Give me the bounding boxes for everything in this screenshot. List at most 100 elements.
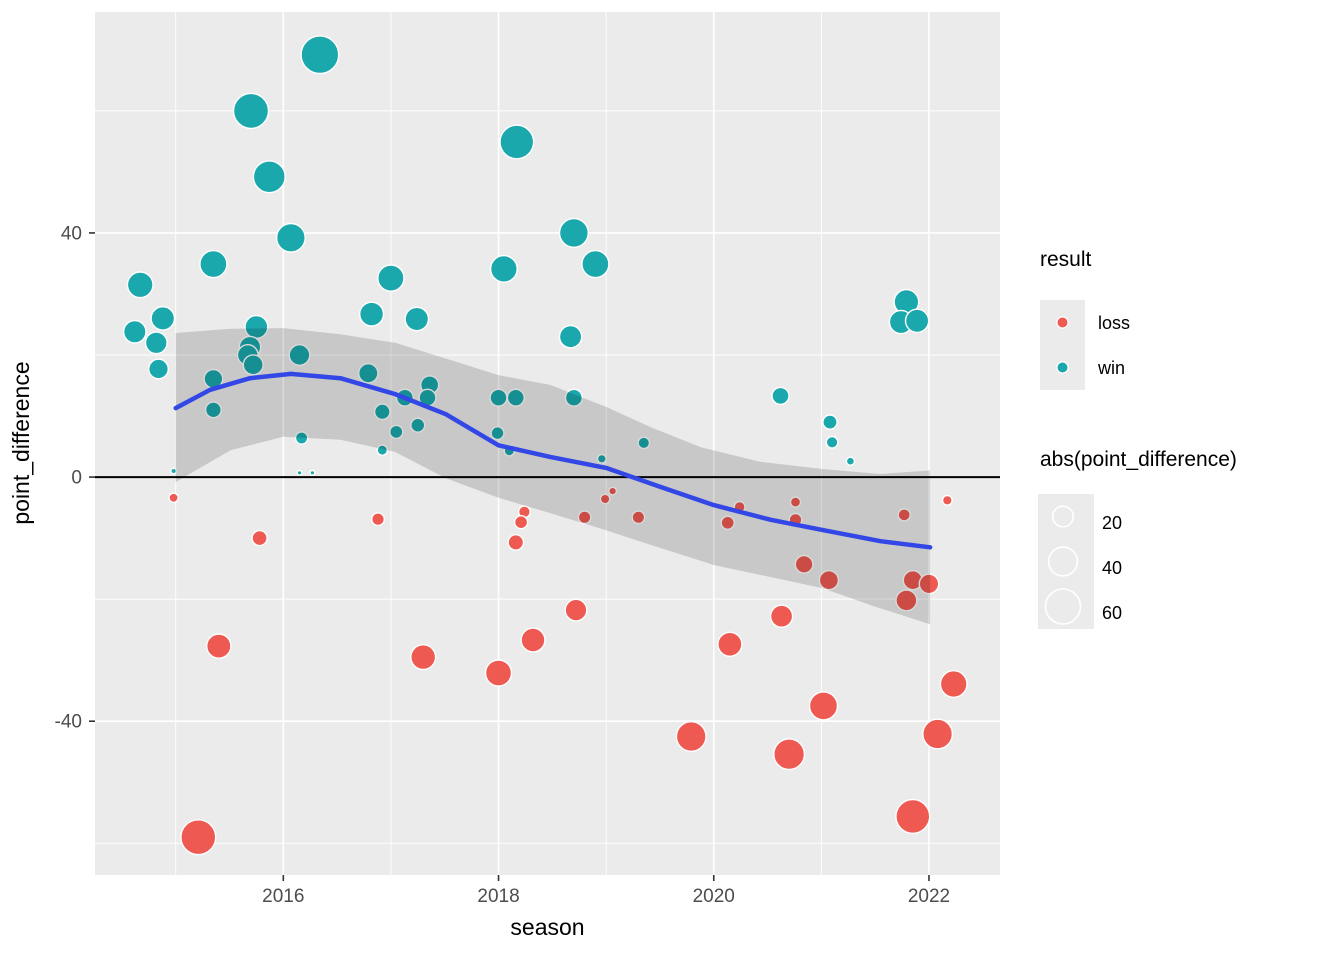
data-point-loss: [789, 496, 802, 508]
y-tick-label: 0: [71, 468, 82, 489]
data-point-win: [377, 264, 405, 292]
panel-background: [95, 12, 1000, 875]
data-point-win: [170, 467, 178, 475]
x-tick-label: 2018: [477, 886, 519, 907]
data-point-win: [275, 222, 306, 253]
data-point-win: [490, 426, 505, 441]
legend-label-win: win: [1098, 358, 1126, 378]
data-point-loss: [577, 510, 592, 525]
data-point-win: [122, 319, 147, 344]
data-point-win: [410, 417, 426, 433]
data-point-win: [232, 92, 270, 130]
data-point-loss: [675, 721, 707, 753]
data-point-win: [252, 160, 286, 194]
data-point-win: [771, 386, 790, 406]
data-point-loss: [918, 573, 940, 595]
data-point-loss: [808, 691, 839, 721]
data-point-win: [489, 254, 518, 283]
data-point-win: [296, 469, 303, 476]
data-point-win: [845, 456, 856, 466]
data-point-win: [373, 403, 391, 421]
smooth-line: [173, 371, 933, 550]
data-point-loss: [180, 819, 217, 856]
data-point-loss: [720, 515, 735, 530]
data-point-win: [359, 301, 385, 327]
data-point-loss: [608, 486, 618, 496]
data-point-loss: [564, 598, 588, 622]
x-axis-title: season: [510, 914, 585, 940]
data-point-loss: [205, 633, 232, 659]
data-point-loss: [599, 493, 611, 505]
legend-label-loss: loss: [1098, 313, 1131, 333]
data-point-win: [564, 388, 583, 407]
data-point-win: [357, 362, 379, 384]
data-point-win: [822, 414, 838, 430]
data-point-win: [499, 124, 535, 160]
data-point-loss: [631, 510, 646, 525]
legend-key-size-40: [1038, 539, 1094, 584]
y-tick-label: -40: [55, 712, 82, 733]
data-point-win: [637, 436, 651, 450]
data-point-loss: [168, 492, 179, 504]
data-point-loss: [769, 604, 794, 628]
y-axis-title: point_difference: [8, 361, 34, 525]
data-point-win: [596, 453, 607, 464]
data-point-win: [825, 435, 839, 449]
legend-key-size-60: [1038, 584, 1094, 629]
legend-label-size-20: 20: [1102, 513, 1123, 533]
legend-result-title: result: [1040, 248, 1092, 271]
data-point-loss: [818, 570, 840, 591]
data-point-win: [147, 358, 169, 380]
data-point-win: [144, 331, 168, 355]
x-tick-label: 2022: [908, 886, 950, 907]
data-point-win: [300, 35, 340, 75]
data-point-win: [376, 444, 389, 457]
data-point-loss: [897, 508, 911, 522]
data-point-loss: [922, 718, 954, 750]
data-point-win: [150, 305, 176, 331]
data-point-win: [904, 308, 930, 334]
data-point-win: [288, 344, 311, 367]
data-point-win: [581, 249, 610, 279]
data-point-loss: [371, 512, 386, 527]
data-point-win: [558, 324, 583, 349]
x-tick-label: 2020: [693, 886, 735, 907]
data-point-loss: [520, 627, 546, 653]
data-point-win: [204, 401, 222, 419]
data-point-win: [126, 271, 154, 299]
legend-key-win: [1040, 345, 1085, 390]
data-point-loss: [410, 643, 437, 671]
legend-key-loss: [1040, 300, 1085, 345]
data-point-win: [506, 388, 525, 407]
data-point-loss: [251, 529, 268, 547]
data-point-loss: [794, 554, 814, 574]
data-point-win: [558, 217, 589, 248]
data-point-loss: [895, 589, 918, 612]
data-point-loss: [717, 631, 743, 657]
data-point-win: [294, 431, 309, 445]
data-point-loss: [773, 738, 806, 771]
data-point-loss: [939, 670, 968, 699]
size-circle-60-icon: [1044, 588, 1082, 625]
data-point-loss: [941, 494, 953, 506]
size-circle-40-icon: [1047, 546, 1079, 577]
y-tick-label: 40: [61, 223, 82, 244]
legend-label-size-40: 40: [1102, 558, 1123, 578]
data-point-loss: [484, 659, 513, 687]
data-point-win: [309, 469, 316, 476]
data-point-win: [404, 306, 430, 332]
x-tick-label: 2016: [262, 886, 304, 907]
legend-size-title: abs(point_difference): [1040, 448, 1237, 471]
legend-label-size-60: 60: [1102, 603, 1123, 623]
data-point-win: [389, 424, 404, 440]
size-circle-20-icon: [1051, 505, 1075, 528]
data-point-loss: [513, 515, 529, 530]
data-point-win: [199, 249, 228, 279]
data-point-win: [242, 354, 264, 376]
data-point-loss: [895, 798, 931, 834]
loss-dot-icon: [1056, 316, 1069, 329]
data-point-loss: [507, 534, 525, 551]
legend-key-size-20: [1038, 494, 1094, 539]
